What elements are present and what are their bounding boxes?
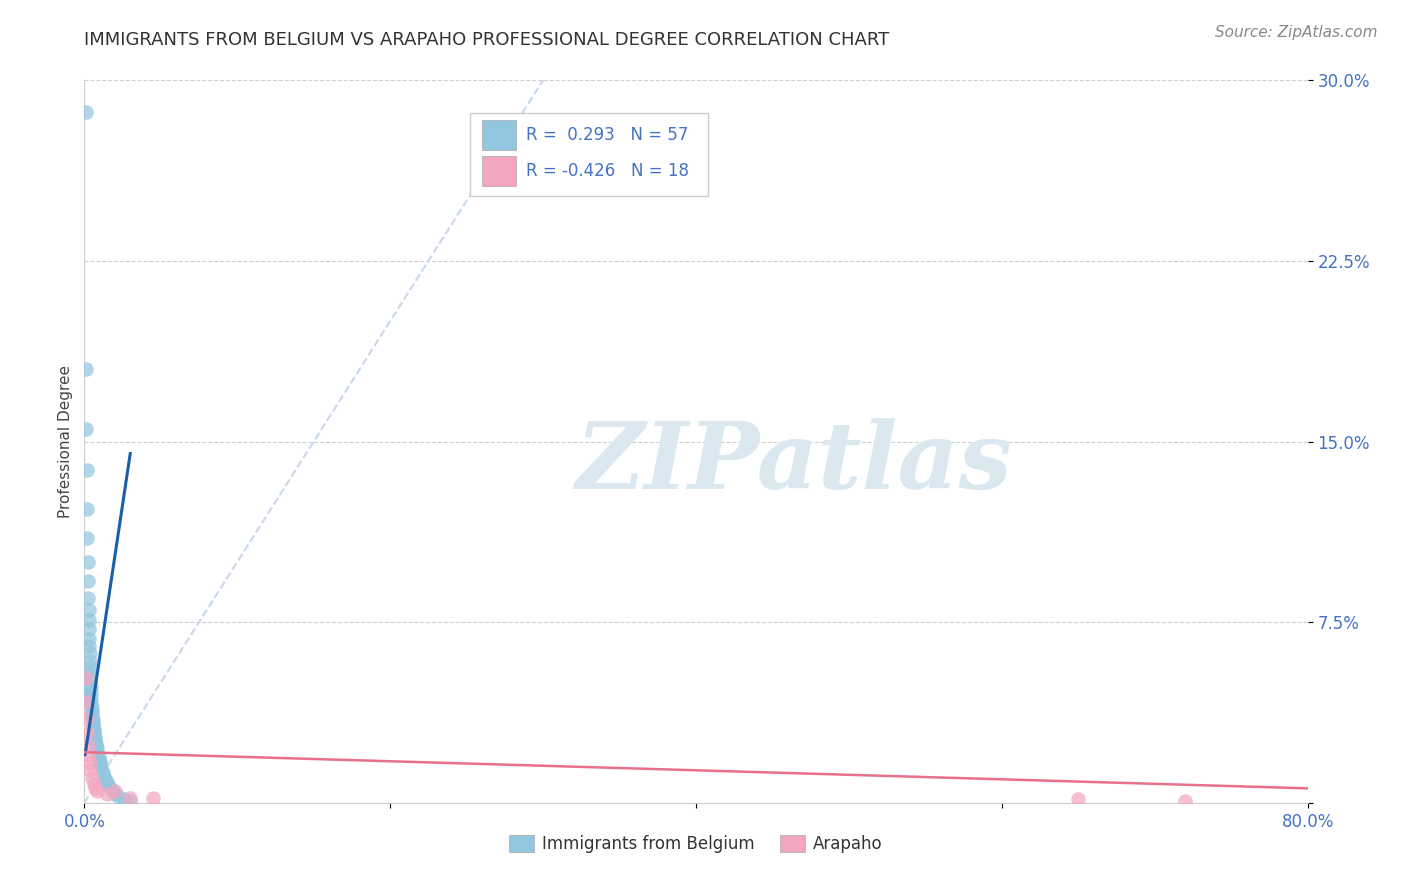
- Point: [80, 700, 103, 714]
- Point: [76, 502, 98, 516]
- Point: [91, 764, 114, 779]
- Point: [79, 671, 101, 685]
- Point: [75, 695, 97, 709]
- Point: [90, 760, 112, 774]
- FancyBboxPatch shape: [470, 112, 709, 196]
- FancyBboxPatch shape: [482, 155, 516, 186]
- Point: [79, 676, 101, 690]
- Point: [77, 738, 100, 752]
- Point: [75, 687, 97, 701]
- Point: [104, 787, 127, 801]
- Point: [86, 745, 108, 759]
- Point: [79, 654, 101, 668]
- Point: [79, 756, 101, 770]
- Point: [89, 755, 111, 769]
- Point: [87, 748, 110, 763]
- Point: [94, 772, 117, 787]
- Text: IMMIGRANTS FROM BELGIUM VS ARAPAHO PROFESSIONAL DEGREE CORRELATION CHART: IMMIGRANTS FROM BELGIUM VS ARAPAHO PROFE…: [84, 31, 890, 49]
- Point: [79, 659, 101, 673]
- Point: [84, 737, 107, 751]
- Point: [76, 531, 98, 545]
- Text: Source: ZipAtlas.com: Source: ZipAtlas.com: [1215, 25, 1378, 40]
- Point: [82, 719, 104, 733]
- Point: [107, 789, 129, 803]
- Point: [76, 463, 98, 477]
- Point: [83, 725, 105, 739]
- Point: [80, 704, 103, 718]
- Point: [80, 771, 103, 785]
- Point: [77, 603, 100, 617]
- Point: [77, 574, 100, 589]
- Point: [83, 776, 105, 790]
- Point: [79, 764, 101, 778]
- Point: [82, 710, 104, 724]
- Y-axis label: Professional Degree: Professional Degree: [58, 365, 73, 518]
- FancyBboxPatch shape: [482, 120, 516, 150]
- Point: [80, 691, 103, 706]
- Point: [86, 784, 108, 798]
- Text: R =  0.293   N = 57: R = 0.293 N = 57: [526, 126, 689, 144]
- Point: [77, 623, 100, 637]
- Point: [84, 732, 107, 747]
- Point: [84, 735, 107, 749]
- Point: [80, 696, 103, 710]
- Point: [76, 555, 98, 569]
- Point: [75, 362, 97, 376]
- Point: [83, 731, 105, 745]
- Point: [83, 722, 105, 736]
- Text: ZIPatlas: ZIPatlas: [575, 418, 1012, 508]
- Point: [77, 591, 100, 605]
- Point: [1174, 794, 1197, 808]
- Point: [77, 747, 100, 762]
- Point: [1067, 792, 1090, 806]
- Point: [79, 647, 101, 661]
- Text: R = -0.426   N = 18: R = -0.426 N = 18: [526, 161, 689, 180]
- Point: [120, 794, 142, 808]
- Point: [75, 104, 97, 119]
- Point: [84, 780, 107, 795]
- Point: [104, 784, 127, 798]
- Point: [79, 639, 101, 653]
- Point: [75, 671, 97, 685]
- Point: [101, 783, 124, 797]
- Point: [75, 422, 97, 436]
- Point: [80, 686, 103, 700]
- Point: [82, 714, 104, 728]
- Point: [142, 791, 165, 805]
- Point: [112, 792, 135, 806]
- Point: [97, 779, 120, 793]
- Point: [93, 769, 115, 783]
- Point: [76, 726, 98, 740]
- Point: [79, 665, 101, 680]
- Point: [96, 776, 118, 790]
- Point: [87, 751, 110, 765]
- Point: [89, 757, 111, 772]
- Point: [80, 707, 103, 722]
- Point: [84, 739, 107, 754]
- Point: [77, 613, 100, 627]
- Point: [83, 728, 105, 742]
- Legend: Immigrants from Belgium, Arapaho: Immigrants from Belgium, Arapaho: [502, 828, 890, 860]
- Point: [86, 741, 108, 756]
- Point: [77, 632, 100, 646]
- Point: [82, 716, 104, 731]
- Point: [80, 681, 103, 696]
- Point: [76, 712, 98, 726]
- Point: [120, 790, 142, 805]
- Point: [96, 788, 118, 802]
